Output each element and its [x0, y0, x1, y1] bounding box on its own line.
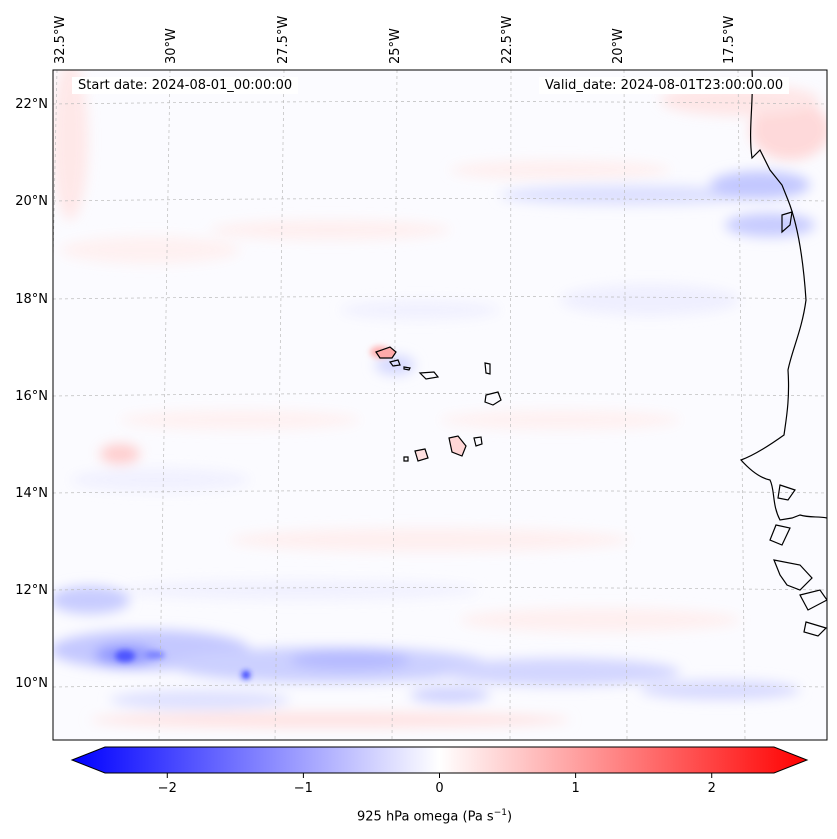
colorbar-tick-label: 1: [571, 781, 580, 796]
colorbar-tick-label: −1: [293, 781, 313, 796]
coastlines: [375, 70, 827, 637]
lon-label-25w: 25°W: [388, 28, 403, 64]
colorbar-tick-label: 0: [435, 781, 444, 796]
lat-label-10n: 10°N: [15, 676, 48, 691]
start-date-label: Start date: 2024-08-01_00:00:00: [72, 77, 299, 94]
lat-label-18n: 18°N: [15, 292, 48, 307]
colorbar-label-close: ): [506, 809, 513, 825]
lon-label-20w: 20°W: [611, 28, 626, 64]
lon-label-17-5w: 17.5°W: [722, 15, 737, 64]
lat-label-20n: 20°N: [15, 194, 48, 209]
colorbar-tick-label: −2: [157, 781, 177, 796]
lat-label-12n: 12°N: [15, 583, 48, 598]
lat-label-22n: 22°N: [15, 97, 48, 112]
map-frame: [52, 69, 828, 741]
colorbar-axis-label: 925 hPa omega (Pa s−1): [357, 808, 512, 824]
omega-field: [53, 70, 827, 740]
lon-label-32-5w: 32.5°W: [53, 15, 68, 64]
lon-label-30w: 30°W: [164, 28, 179, 64]
lat-label-14n: 14°N: [15, 486, 48, 501]
colorbar-tick-label: 2: [707, 781, 716, 796]
colorbar-gradient: [70, 746, 809, 774]
graticule: [53, 70, 827, 740]
lon-label-22-5w: 22.5°W: [500, 15, 515, 64]
lat-label-16n: 16°N: [15, 389, 48, 404]
colorbar-label-main: 925 hPa omega (Pa s: [357, 809, 494, 825]
colorbar: [70, 746, 809, 778]
lon-label-27-5w: 27.5°W: [276, 15, 291, 64]
valid-date-label: Valid_date: 2024-08-01T23:00:00.00: [539, 77, 790, 94]
colorbar-label-exponent: −1: [493, 808, 507, 818]
